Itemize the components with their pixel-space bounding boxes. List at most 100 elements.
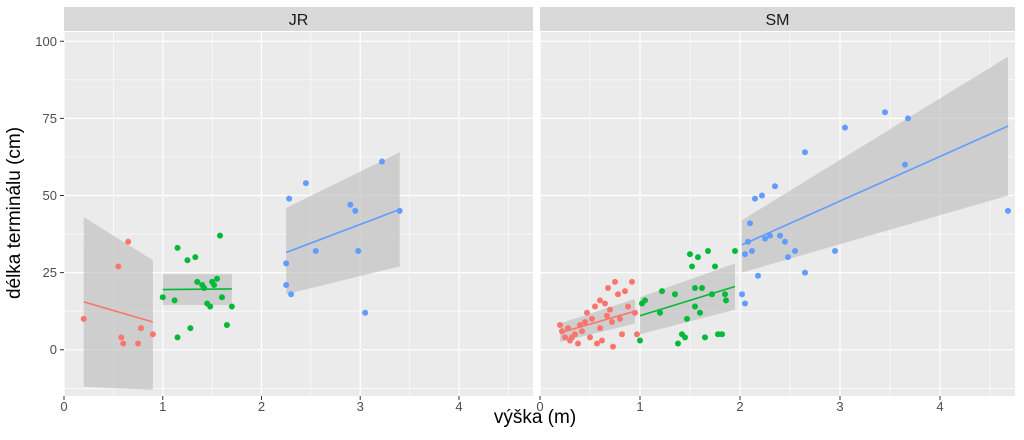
data-point bbox=[777, 232, 783, 239]
data-point bbox=[882, 109, 888, 116]
confidence-ribbon bbox=[640, 263, 735, 335]
data-point bbox=[755, 272, 761, 279]
data-point bbox=[767, 232, 773, 239]
x-tick-label: 4 bbox=[936, 399, 943, 414]
data-point bbox=[159, 294, 166, 301]
data-point bbox=[283, 281, 290, 288]
data-point bbox=[589, 315, 595, 322]
data-point bbox=[228, 303, 235, 310]
data-point bbox=[622, 288, 628, 295]
data-point bbox=[785, 254, 791, 261]
data-point bbox=[174, 334, 181, 341]
regression-line bbox=[639, 285, 736, 317]
facet-label: JR bbox=[289, 12, 309, 29]
data-point bbox=[378, 158, 385, 165]
x-tick-label: 1 bbox=[159, 399, 166, 414]
data-point bbox=[594, 340, 600, 347]
regression-line bbox=[559, 310, 636, 334]
data-point bbox=[772, 183, 778, 190]
x-tick-label: 4 bbox=[455, 399, 462, 414]
data-point bbox=[692, 285, 698, 292]
data-point bbox=[607, 306, 613, 313]
data-point bbox=[218, 294, 225, 301]
data-point bbox=[286, 195, 293, 202]
fit-lines bbox=[83, 125, 1009, 334]
confidence-ribbon bbox=[560, 298, 635, 343]
x-tick-label: 3 bbox=[357, 399, 364, 414]
data-point bbox=[722, 291, 728, 298]
data-point bbox=[612, 278, 618, 285]
data-point bbox=[684, 315, 690, 322]
data-point bbox=[723, 297, 729, 304]
data-point bbox=[396, 207, 403, 214]
y-tick-label: 50 bbox=[43, 188, 57, 203]
data-point bbox=[759, 192, 765, 199]
data-point bbox=[572, 331, 578, 338]
data-point bbox=[602, 300, 608, 307]
y-tick-label: 25 bbox=[43, 265, 57, 280]
data-point bbox=[211, 281, 218, 288]
data-points bbox=[80, 109, 1011, 350]
data-point bbox=[604, 312, 610, 319]
data-point bbox=[615, 291, 621, 298]
data-point bbox=[609, 318, 615, 325]
data-point bbox=[312, 248, 319, 255]
data-point bbox=[732, 248, 738, 255]
data-point bbox=[749, 248, 755, 255]
facet-strip bbox=[64, 7, 533, 31]
data-point bbox=[782, 238, 788, 245]
data-point bbox=[347, 201, 354, 208]
x-tick-label: 2 bbox=[258, 399, 265, 414]
data-point bbox=[610, 343, 616, 350]
data-point bbox=[171, 297, 178, 304]
data-point bbox=[682, 334, 688, 341]
x-tick-label: 0 bbox=[60, 399, 67, 414]
data-point bbox=[657, 309, 663, 316]
data-point bbox=[672, 291, 678, 298]
facet-strip bbox=[540, 7, 1015, 31]
data-point bbox=[597, 297, 603, 304]
data-point bbox=[705, 248, 711, 255]
data-point bbox=[619, 331, 625, 338]
data-point bbox=[592, 303, 598, 310]
data-point bbox=[642, 297, 648, 304]
data-point bbox=[187, 325, 194, 332]
data-point bbox=[135, 340, 142, 347]
data-point bbox=[125, 238, 132, 245]
data-point bbox=[559, 328, 565, 335]
regression-line bbox=[83, 301, 154, 323]
data-point bbox=[584, 309, 590, 316]
data-point bbox=[587, 334, 593, 341]
x-axis-title: výška (m) bbox=[494, 407, 576, 428]
data-point bbox=[194, 278, 201, 285]
confidence-ribbons bbox=[83, 56, 1008, 390]
y-tick-label: 0 bbox=[50, 342, 57, 357]
data-point bbox=[362, 309, 369, 316]
data-point bbox=[214, 275, 221, 282]
data-point bbox=[687, 251, 693, 258]
y-axis-title: délka terminálu (cm) bbox=[4, 127, 25, 299]
data-point bbox=[283, 260, 290, 267]
data-point bbox=[699, 285, 705, 292]
x-tick-label: 1 bbox=[636, 399, 643, 414]
data-point bbox=[355, 248, 362, 255]
data-point bbox=[597, 325, 603, 332]
data-point bbox=[617, 315, 623, 322]
data-point bbox=[582, 318, 588, 325]
data-point bbox=[207, 303, 214, 310]
data-point bbox=[697, 309, 703, 316]
data-point bbox=[599, 337, 605, 344]
data-point bbox=[712, 263, 718, 270]
data-point bbox=[352, 207, 359, 214]
data-point bbox=[692, 303, 698, 310]
data-point bbox=[184, 257, 191, 264]
y-tick-label: 100 bbox=[35, 34, 57, 49]
y-tick-label: 75 bbox=[43, 111, 57, 126]
data-point bbox=[695, 254, 701, 261]
data-point bbox=[747, 220, 753, 227]
data-point bbox=[562, 334, 568, 341]
data-point bbox=[120, 340, 127, 347]
facet-label: SM bbox=[766, 12, 790, 29]
data-point bbox=[905, 115, 911, 122]
